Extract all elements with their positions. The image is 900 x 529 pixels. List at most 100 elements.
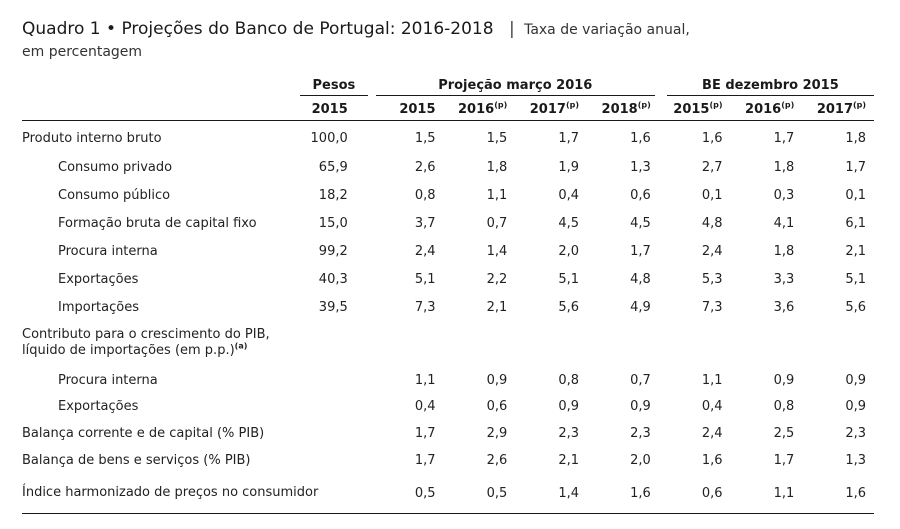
cell-proj: 5,6 — [558, 299, 579, 315]
header-year-proj: 2017(p) — [515, 98, 587, 121]
cell-proj: 0,9 — [630, 398, 651, 414]
cell-proj: 1,5 — [414, 130, 436, 146]
cell-proj: 0,6 — [486, 398, 508, 414]
cell-proj: 2,3 — [630, 425, 651, 441]
cell-pesos: 99,2 — [318, 243, 348, 259]
cell-be: 1,3 — [845, 452, 867, 468]
cell-be: 0,6 — [658, 473, 731, 514]
cell-be: 0,1 — [845, 187, 867, 203]
table-row: Consumo público 18,2 0,8 1,1 0,4 0,6 0,1… — [22, 181, 874, 209]
cell-proj: 2,0 — [558, 243, 579, 259]
header-group-pesos: Pesos — [300, 76, 372, 98]
cell-be: 1,7 — [773, 130, 795, 146]
table-row: Procura interna 1,1 0,9 0,8 0,7 1,1 0,9 … — [22, 367, 874, 393]
row-label: Produto interno bruto — [22, 130, 162, 146]
table-row: Consumo privado 65,9 2,6 1,8 1,9 1,3 2,7… — [22, 153, 874, 181]
cell-proj: 0,9 — [558, 398, 579, 414]
cell-be: 0,9 — [773, 372, 795, 388]
cell-pesos-empty — [300, 419, 372, 447]
cell-be: 2,1 — [845, 243, 867, 259]
cell-be: 3,3 — [773, 271, 795, 287]
header-group-projection: Projeção março 2016 — [372, 76, 659, 98]
cell-be: 1,1 — [701, 372, 723, 388]
row-label: Índice harmonizado de preços no consumid… — [22, 473, 318, 514]
row-label: Exportações — [58, 271, 139, 287]
cell-pesos: 40,3 — [318, 271, 348, 287]
cell-proj: 0,7 — [486, 215, 508, 231]
cell-proj: 1,6 — [630, 130, 651, 146]
table-number: Quadro 1 — [22, 19, 101, 39]
cell-proj: 1,1 — [486, 187, 508, 203]
table-row: Exportações 40,3 5,1 2,2 5,1 4,8 5,3 3,3… — [22, 265, 874, 293]
cell-be: 0,3 — [773, 187, 795, 203]
row-label: Consumo privado — [58, 159, 173, 175]
cell-proj: 0,8 — [414, 187, 436, 203]
row-label: Procura interna — [58, 372, 158, 388]
cell-proj: 1,7 — [414, 452, 436, 468]
table-row: Importações 39,5 7,3 2,1 5,6 4,9 7,3 3,6… — [22, 293, 874, 321]
cell-be: 4,8 — [701, 215, 723, 231]
cell-be: 1,6 — [701, 130, 723, 146]
header-group-be: BE dezembro 2015 — [659, 76, 875, 98]
cell-proj: 1,8 — [486, 159, 508, 175]
cell-proj: 4,5 — [630, 215, 651, 231]
row-label: Exportações — [58, 398, 139, 414]
cell-proj: 2,2 — [486, 271, 508, 287]
cell-be: 5,6 — [845, 299, 867, 315]
cell-be: 5,1 — [845, 271, 867, 287]
header-empty-2 — [22, 98, 300, 121]
cell-proj: 1,3 — [630, 159, 651, 175]
cell-be: 1,6 — [701, 452, 723, 468]
header-year-row: 2015 2015 2016(p) 2017(p) 2018(p) 2015(p… — [22, 98, 875, 121]
cell-be: 1,7 — [773, 452, 795, 468]
cell-be: 1,8 — [773, 243, 795, 259]
title-subtitle-line2: em percentagem — [22, 44, 143, 60]
title-main: Projeções do Banco de Portugal: 2016-201… — [121, 19, 494, 39]
cell-proj: 2,3 — [558, 425, 579, 441]
cell-be: 4,1 — [773, 215, 795, 231]
cell-proj: 3,7 — [414, 215, 436, 231]
title-bullet: • — [106, 19, 117, 39]
header-year-pesos: 2015 — [300, 98, 372, 121]
contrib-heading-line1: Contributo para o crescimento do PIB, — [22, 327, 270, 342]
cell-pesos-empty — [300, 393, 372, 419]
cell-be: 2,3 — [845, 425, 867, 441]
cell-proj: 0,6 — [630, 187, 651, 203]
cell-proj: 1,7 — [630, 243, 651, 259]
contrib-heading-line2: líquido de importações (em p.p.)(a) — [22, 341, 248, 358]
row-label: Importações — [58, 299, 139, 315]
table-row: Balança corrente e de capital (% PIB) 1,… — [22, 419, 874, 447]
cell-proj: 4,8 — [630, 271, 651, 287]
cell-pesos: 39,5 — [318, 299, 348, 315]
cell-be: 2,5 — [773, 425, 795, 441]
cell-be: 2,4 — [701, 243, 723, 259]
cell-proj: 2,9 — [486, 425, 508, 441]
cell-be: 1,7 — [845, 159, 867, 175]
cell-pesos: 65,9 — [318, 159, 348, 175]
cell-proj: 1,6 — [587, 473, 659, 514]
cell-be: 1,6 — [802, 473, 875, 514]
cell-pesos-empty — [300, 473, 372, 514]
cell-proj: 0,4 — [558, 187, 579, 203]
group-projection-label: Projeção março 2016 — [375, 78, 655, 96]
cell-be: 5,3 — [701, 271, 723, 287]
cell-proj: 2,6 — [414, 159, 436, 175]
cell-proj: 1,1 — [414, 372, 436, 388]
header-year-be: 2016(p) — [730, 98, 803, 121]
contrib-heading-row: Contributo para o crescimento do PIB, lí… — [22, 321, 874, 367]
table-row: Formação bruta de capital fixo 15,0 3,7 … — [22, 209, 874, 237]
cell-proj: 1,7 — [558, 130, 579, 146]
cell-pesos: 15,0 — [318, 215, 348, 231]
cell-proj: 1,4 — [486, 243, 508, 259]
header-group-row: Pesos Projeção março 2016 BE dezembro 20… — [22, 76, 875, 98]
title-separator: | — [508, 19, 515, 39]
cell-proj: 0,5 — [371, 473, 444, 514]
cell-be: 2,4 — [701, 425, 723, 441]
cell-proj: 4,9 — [630, 299, 651, 315]
row-label: Balança corrente e de capital (% PIB) — [22, 425, 265, 441]
projections-table: Pesos Projeção março 2016 BE dezembro 20… — [22, 76, 875, 514]
cell-proj: 1,5 — [486, 130, 508, 146]
header-year-be: 2017(p) — [802, 98, 875, 121]
cell-proj: 0,5 — [443, 473, 516, 514]
contrib-heading: Contributo para o crescimento do PIB, lí… — [22, 321, 444, 367]
